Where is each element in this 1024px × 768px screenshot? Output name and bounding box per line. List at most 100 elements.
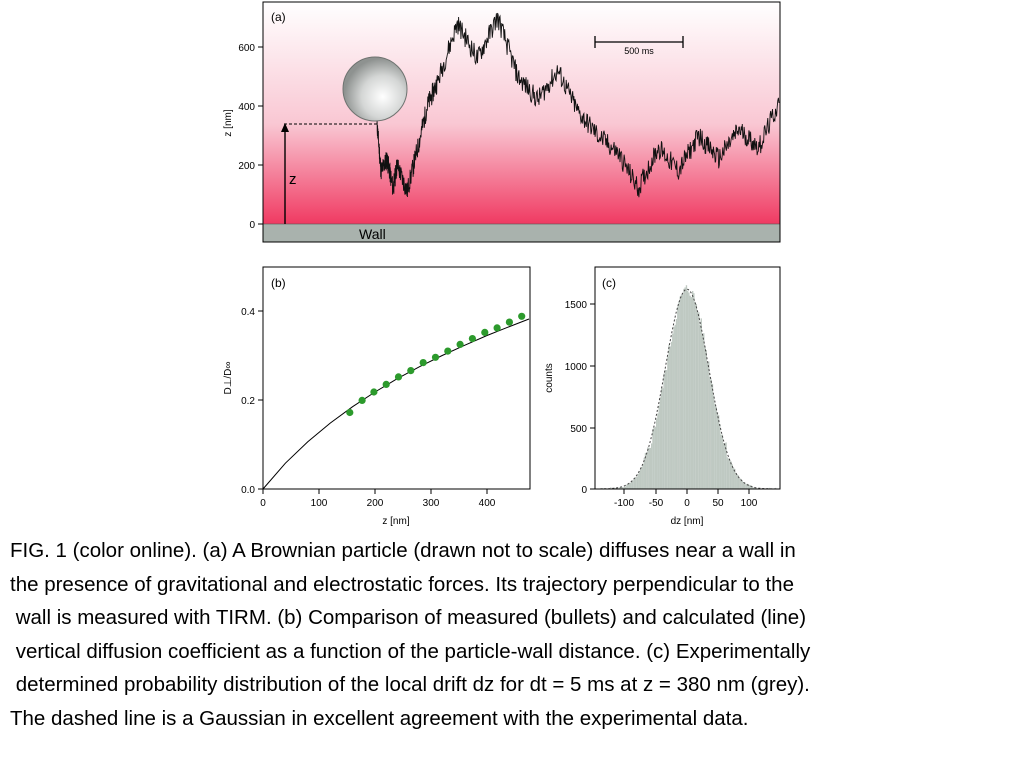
histogram-bar — [744, 482, 746, 489]
histogram-bar — [637, 474, 639, 489]
histogram-bar — [665, 370, 668, 489]
histogram-bar — [701, 335, 704, 489]
panel-b-ylabel: D⊥/D∞ — [223, 361, 234, 394]
histogram-bar — [672, 333, 674, 489]
histogram-bar — [669, 346, 671, 489]
histogram-bar — [750, 485, 752, 489]
histogram-bar — [694, 301, 696, 489]
panel-b-xtick-0: 0 — [260, 498, 266, 509]
histogram-bar — [692, 291, 694, 489]
histogram-bar — [739, 478, 741, 489]
histogram-bar — [741, 480, 743, 489]
histogram-bar — [734, 468, 736, 489]
histogram-bar — [709, 376, 711, 489]
panel-a: z Wall 500 ms (a) 0 200 400 600 z [nm] — [223, 1, 781, 243]
histogram-bar — [613, 487, 616, 489]
histogram-bar — [698, 312, 700, 489]
panel-c-ytick-0: 0 — [581, 485, 587, 496]
panel-c-xtick-50: 50 — [712, 498, 724, 509]
histogram-bar — [663, 373, 665, 489]
histogram-bar — [735, 472, 737, 489]
histogram-bar — [704, 346, 706, 489]
histogram-bar — [661, 386, 663, 489]
histogram-bar — [689, 295, 691, 489]
wall-label: Wall — [359, 226, 386, 242]
panel-c-xtick-100: 100 — [741, 498, 758, 509]
panel-a-yaxis — [258, 46, 263, 225]
histogram-bar — [653, 427, 655, 489]
panel-c-ytick-500: 500 — [570, 424, 587, 435]
histogram-bar — [652, 429, 654, 489]
measured-point — [456, 340, 464, 348]
histogram-bar — [647, 447, 649, 489]
histogram-bar — [708, 361, 710, 489]
trajectory-line — [376, 12, 780, 198]
histogram-bar — [664, 369, 667, 489]
histogram-bar — [623, 486, 626, 489]
measured-point — [370, 388, 378, 396]
histogram-bar — [641, 466, 643, 489]
histogram-bar — [747, 484, 750, 489]
panel-c-xlabel: dz [nm] — [671, 516, 704, 527]
histogram-bar — [731, 464, 733, 489]
histogram-bar — [775, 487, 777, 489]
panel-c-xtick-0: 0 — [684, 498, 690, 509]
histogram-bar — [633, 478, 636, 489]
panel-b-ytick-0.4: 0.4 — [241, 307, 255, 318]
caption-line: The dashed line is a Gaussian in excelle… — [10, 706, 749, 730]
panel-c-ylabel: counts — [544, 363, 555, 392]
panel-a-label: (a) — [271, 10, 286, 24]
histogram-bar — [675, 319, 678, 489]
histogram-bar — [680, 294, 683, 489]
measured-point — [468, 335, 476, 343]
histogram-bar — [684, 287, 686, 489]
panel-b-xtick-100: 100 — [311, 498, 328, 509]
histogram-bar — [719, 424, 721, 489]
histogram-bar — [706, 362, 709, 489]
histogram-bar — [716, 412, 719, 489]
histogram-bar — [693, 293, 695, 489]
wall — [262, 223, 781, 243]
panel-a-background — [263, 2, 780, 224]
figure-caption: FIG. 1 (color online). (a) A Brownian pa… — [10, 534, 1015, 735]
histogram-bar — [658, 405, 660, 489]
histogram-bar — [736, 474, 738, 489]
histogram-bar — [644, 452, 647, 489]
histogram-bar — [688, 292, 690, 489]
histogram-bar — [726, 457, 729, 489]
panel-a-ytick-600: 600 — [238, 43, 255, 54]
histogram-bar — [662, 388, 664, 489]
measured-point — [358, 396, 366, 404]
histogram-bar — [699, 324, 701, 489]
panel-c-ticks — [590, 303, 750, 494]
histogram-bar — [690, 297, 693, 489]
panel-b-xtick-300: 300 — [423, 498, 440, 509]
histogram-bar — [620, 486, 622, 489]
histogram-bar — [751, 486, 753, 489]
panel-c-xtick-m50: -50 — [649, 498, 664, 509]
measured-point — [346, 408, 354, 417]
histogram-bar — [638, 471, 640, 489]
histogram-bar — [610, 487, 612, 489]
caption-line: determined probability distribution of t… — [10, 673, 810, 696]
measured-point — [431, 353, 440, 361]
height-arrow-head — [281, 123, 289, 132]
histogram-bar — [646, 452, 648, 489]
measured-point — [394, 373, 403, 381]
panel-c: (c) -100 -50 0 50 100 0 500 1000 1500 dz… — [544, 266, 781, 527]
histogram-bar — [714, 403, 716, 489]
measured-point — [382, 380, 390, 388]
histogram-bar — [730, 461, 732, 489]
histogram-bar — [727, 458, 730, 489]
panel-b-ytick-0.0: 0.0 — [241, 485, 255, 496]
histogram-bar — [746, 483, 748, 489]
panel-b-ticks — [258, 310, 488, 494]
histogram-bar — [656, 418, 658, 489]
histogram-bar — [648, 447, 650, 489]
caption-line: the presence of gravitational and electr… — [10, 572, 794, 596]
measured-point — [407, 367, 415, 375]
histogram-bar — [695, 303, 698, 489]
histogram-bar — [718, 415, 720, 489]
histogram-bar — [683, 288, 685, 489]
panel-c-ytick-1500: 1500 — [565, 300, 588, 311]
